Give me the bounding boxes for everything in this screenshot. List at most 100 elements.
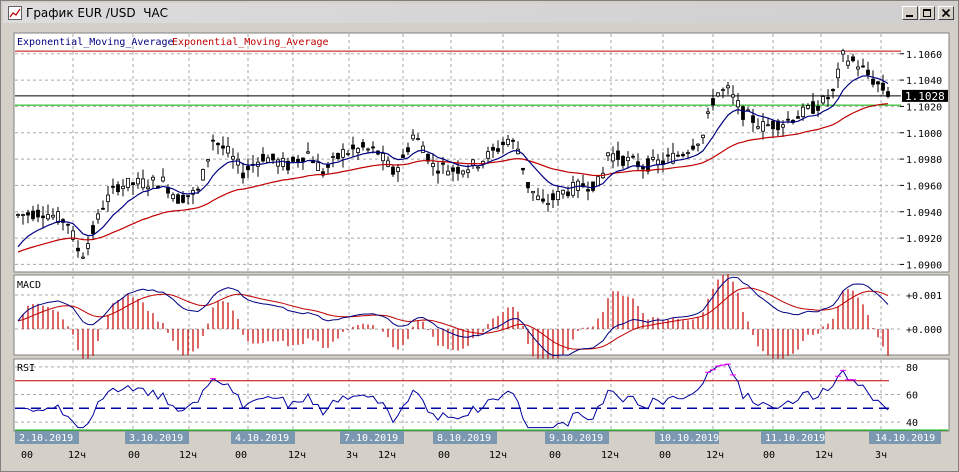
candle-body [341, 149, 345, 158]
candle-body [306, 151, 310, 154]
date-label: 4.10.2019 [235, 433, 289, 444]
candle-body [881, 82, 885, 91]
candle-body [131, 182, 135, 186]
candle-body [151, 176, 155, 181]
candle-body [436, 170, 440, 174]
candle-body [861, 65, 865, 68]
candle-body [666, 154, 670, 157]
y-tick-label: 1.0900 [906, 260, 942, 271]
candle-body [431, 163, 435, 167]
candle-body [801, 106, 805, 117]
candle-body [856, 66, 860, 70]
candle-body [281, 158, 285, 167]
candle-body [841, 50, 845, 55]
date-tag [869, 431, 941, 444]
candle-body [631, 155, 635, 158]
candle-body [606, 152, 610, 157]
candle-body [161, 176, 165, 182]
minimize-button[interactable] [902, 6, 918, 20]
candle-body [191, 190, 195, 195]
date-tag [761, 431, 825, 444]
candle-body [806, 105, 810, 109]
candle-body [596, 176, 600, 187]
candle-body [616, 150, 620, 160]
date-tag [231, 431, 295, 444]
candle-body [851, 56, 855, 62]
date-label: 7.10.2019 [344, 433, 398, 444]
candle-body [116, 184, 120, 193]
candle-body [46, 214, 50, 220]
close-icon [941, 8, 951, 18]
macd-signal-line [17, 287, 889, 350]
candle-body [471, 159, 475, 166]
candle-body [811, 101, 815, 114]
macd-y-axis: +0.001 +0.000 [906, 291, 942, 336]
candle-body [456, 166, 460, 174]
y-tick-label: +0.000 [906, 325, 942, 336]
ema-slow-legend: Exponential_Moving_Average [172, 37, 329, 48]
candle-body [671, 152, 675, 164]
candle-body [446, 170, 450, 176]
candle-body [706, 111, 710, 114]
candle-body [501, 141, 505, 146]
candle-body [721, 89, 725, 91]
hour-label: 00 [659, 450, 671, 461]
candle-body [731, 94, 735, 98]
candle-body [816, 105, 820, 111]
candle-body [141, 178, 145, 189]
candle-body [101, 207, 105, 210]
hour-label: 00 [21, 450, 33, 461]
candle-body [381, 153, 385, 162]
hour-label: 00 [438, 450, 450, 461]
candle-body [571, 182, 575, 196]
candle-body [36, 209, 40, 218]
candle-body [531, 190, 535, 194]
candle-body [676, 154, 680, 157]
candle-body [196, 188, 200, 191]
candle-body [171, 194, 175, 200]
candle-body [681, 153, 685, 157]
candle-body [786, 118, 790, 121]
rsi-y-axis: 80 60 40 [906, 363, 918, 429]
y-tick-label: 1.1040 [906, 76, 942, 87]
date-label: 2.10.2019 [19, 433, 73, 444]
candle-body [771, 120, 775, 130]
candle-body [821, 96, 825, 104]
y-tick-label: 40 [906, 418, 918, 429]
candle-body [716, 92, 720, 97]
candle-body [876, 81, 880, 85]
candle-body [686, 152, 690, 154]
candle-body [846, 60, 850, 66]
candle-body [136, 178, 140, 185]
candle-body [261, 153, 265, 162]
y-tick-label: 80 [906, 363, 918, 374]
y-tick-label: 60 [906, 391, 918, 402]
hour-label: 12ч [489, 450, 507, 461]
maximize-button[interactable] [919, 6, 935, 20]
candle-body [726, 85, 730, 89]
date-tag [655, 431, 719, 444]
candle-body [401, 154, 405, 158]
candle-body [466, 169, 470, 173]
candle-body [866, 69, 870, 76]
candle-body [106, 194, 110, 203]
y-tick-label: 1.0980 [906, 155, 942, 166]
candle-body [406, 147, 410, 153]
candle-body [871, 78, 875, 85]
candle-body [211, 139, 215, 142]
candle-body [66, 223, 70, 226]
candles [16, 48, 890, 260]
title-bar[interactable]: График EUR /USD ЧАС [3, 3, 956, 23]
close-button[interactable] [938, 6, 954, 20]
y-tick-label: 1.1060 [906, 50, 942, 61]
candle-body [461, 170, 465, 175]
macd-label: MACD [17, 280, 41, 291]
candle-body [776, 120, 780, 131]
macd-histogram [22, 274, 889, 374]
candle-body [701, 134, 705, 139]
candle-body [711, 98, 715, 106]
candle-body [266, 157, 270, 163]
candle-body [291, 156, 295, 162]
candle-body [216, 142, 220, 146]
current-price-label: 1.1028 [905, 90, 945, 103]
